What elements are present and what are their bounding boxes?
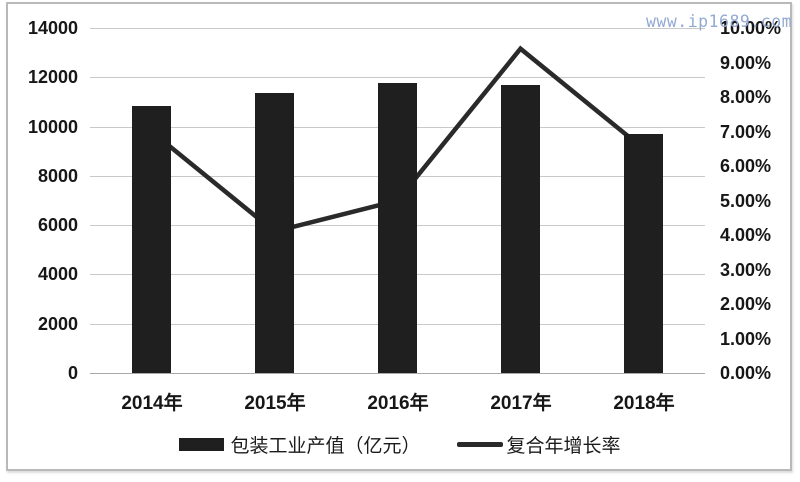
x-axis-line xyxy=(90,373,705,374)
x-axis-category-label: 2018年 xyxy=(613,393,675,414)
left-axis-tick: 0 xyxy=(67,363,78,383)
left-axis-tick: 12000 xyxy=(27,67,78,87)
left-axis-tick: 10000 xyxy=(27,117,78,137)
x-axis-category-label: 2017年 xyxy=(490,393,552,414)
value-bar xyxy=(255,93,294,373)
gridline xyxy=(90,28,705,29)
left-axis-tick: 4000 xyxy=(37,264,78,284)
right-axis-tick: 1.00% xyxy=(720,329,772,349)
left-axis-tick: 2000 xyxy=(37,314,78,334)
right-axis-tick: 7.00% xyxy=(720,122,772,142)
legend-bar-label: 包装工业产值（亿元） xyxy=(230,435,421,457)
chart-legend: 包装工业产值（亿元） 复合年增长率 xyxy=(0,430,800,458)
value-bar xyxy=(501,85,540,373)
left-axis-tick: 14000 xyxy=(27,18,78,38)
left-axis-tick: 8000 xyxy=(37,166,78,186)
watermark-text: www.ip1689.com xyxy=(646,12,793,31)
x-axis-category-label: 2014年 xyxy=(121,393,183,414)
value-bar xyxy=(378,83,417,373)
right-axis-tick: 9.00% xyxy=(720,53,772,73)
x-axis-category-label: 2015年 xyxy=(244,393,306,414)
left-axis-tick: 6000 xyxy=(37,215,78,235)
right-axis-tick: 3.00% xyxy=(720,260,772,280)
right-axis-tick: 0.00% xyxy=(720,363,772,383)
right-axis-tick: 5.00% xyxy=(720,191,772,211)
right-axis-tick: 8.00% xyxy=(720,87,772,107)
value-bar xyxy=(624,134,663,373)
right-axis-tick: 2.00% xyxy=(720,294,772,314)
chart-frame-border xyxy=(6,2,792,471)
legend-line-label: 复合年增长率 xyxy=(506,435,621,457)
right-axis-tick: 6.00% xyxy=(720,156,772,176)
x-axis-category-label: 2016年 xyxy=(367,393,429,414)
right-axis-tick: 4.00% xyxy=(720,225,772,245)
value-bar xyxy=(132,106,171,373)
right-axis-tick: 10.00% xyxy=(720,18,782,38)
legend-bar-swatch-icon xyxy=(179,437,225,451)
legend-line-swatch-icon xyxy=(456,441,503,447)
gridline xyxy=(90,77,705,78)
